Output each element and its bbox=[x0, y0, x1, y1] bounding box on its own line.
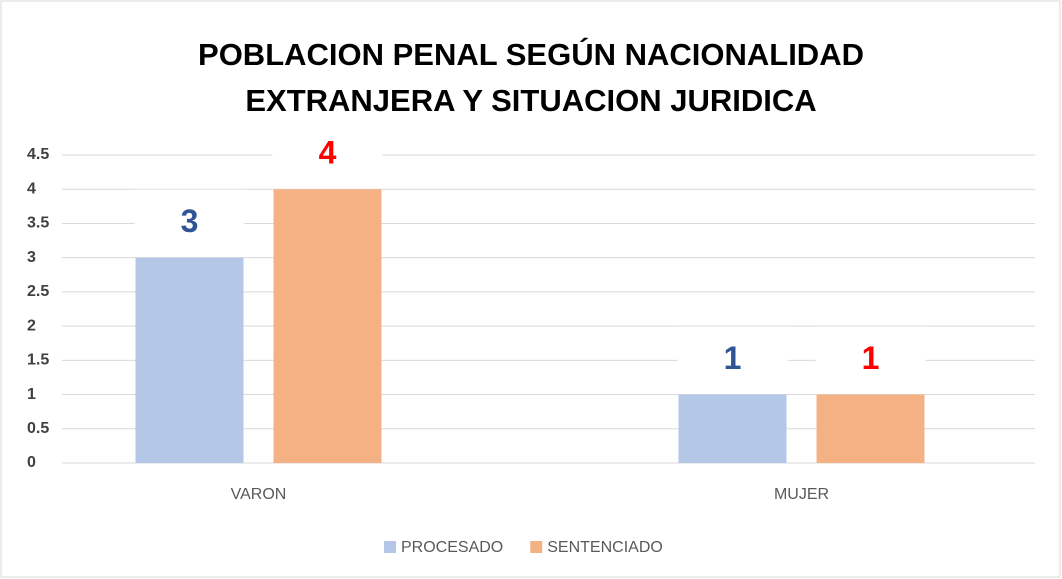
y-tick-label: 2 bbox=[27, 317, 36, 334]
x-tick-label: VARON bbox=[231, 486, 287, 503]
y-tick-label: 1 bbox=[27, 386, 36, 403]
data-label-bg bbox=[677, 326, 788, 391]
y-tick-label: 1.5 bbox=[27, 352, 49, 369]
bar bbox=[273, 189, 382, 463]
data-label-bg bbox=[815, 326, 926, 391]
y-tick-label: 3 bbox=[27, 249, 36, 266]
bar bbox=[678, 394, 787, 463]
chart-title: POBLACION PENAL SEGÚN NACIONALIDAD bbox=[198, 36, 864, 72]
y-tick-label: 2.5 bbox=[27, 283, 49, 300]
y-tick-label: 4 bbox=[27, 180, 36, 197]
bar bbox=[135, 257, 244, 463]
legend-label: SENTENCIADO bbox=[547, 539, 663, 556]
legend-swatch bbox=[530, 541, 543, 553]
y-tick-label: 4.5 bbox=[27, 146, 49, 163]
y-tick-label: 0 bbox=[27, 454, 36, 471]
y-tick-label: 3.5 bbox=[27, 215, 49, 232]
data-label: 4 bbox=[319, 135, 337, 171]
legend-swatch bbox=[384, 541, 396, 553]
data-label: 1 bbox=[724, 340, 742, 376]
legend-label: PROCESADO bbox=[401, 539, 503, 556]
bar bbox=[816, 394, 925, 463]
y-tick-label: 0.5 bbox=[27, 420, 49, 437]
chart-title: EXTRANJERA Y SITUACION JURIDICA bbox=[245, 83, 816, 118]
data-label-bg bbox=[134, 189, 245, 254]
x-tick-label: MUJER bbox=[774, 486, 829, 503]
data-label-bg bbox=[272, 121, 383, 186]
data-label: 1 bbox=[862, 340, 880, 376]
data-label: 3 bbox=[181, 203, 199, 239]
